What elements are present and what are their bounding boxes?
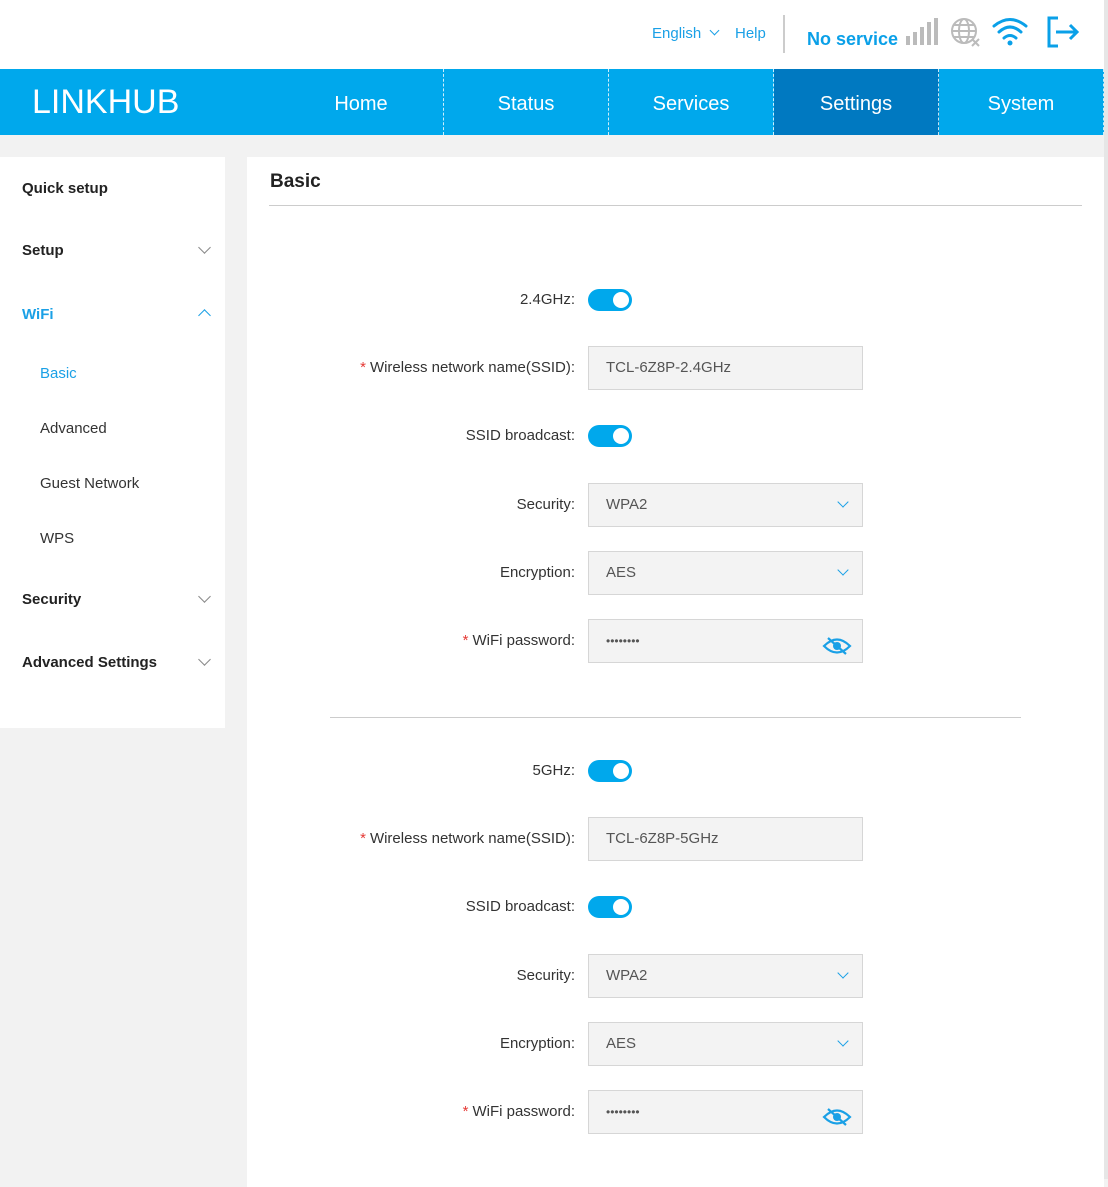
- nav-settings[interactable]: Settings: [774, 69, 939, 135]
- sidebar-item-guest-network[interactable]: Guest Network: [40, 475, 140, 492]
- encryption-label: Encryption:: [499, 1035, 575, 1052]
- divider: [269, 205, 1082, 206]
- ssid-broadcast-label: SSID broadcast:: [465, 898, 575, 915]
- sidebar-item-wps[interactable]: WPS: [40, 530, 75, 547]
- sidebar: Quick setup Setup WiFi Basic Advanced Gu…: [0, 157, 225, 728]
- ssid-input[interactable]: TCL-6Z8P-5GHz: [588, 817, 863, 861]
- chevron-down-icon: [198, 241, 211, 254]
- nav-status[interactable]: Status: [444, 69, 609, 135]
- chevron-up-icon: [198, 309, 211, 322]
- band-toggle[interactable]: [588, 760, 632, 782]
- security-select[interactable]: WPA2: [588, 954, 863, 998]
- content-panel: Basic 2.4GHz: * Wireless network name(SSI…: [247, 157, 1104, 1187]
- divider: [783, 15, 785, 53]
- eye-hidden-icon[interactable]: [822, 1102, 852, 1144]
- divider: [330, 717, 1021, 718]
- nav-home[interactable]: Home: [279, 69, 444, 135]
- sidebar-item-security[interactable]: Security: [22, 591, 82, 608]
- page-title: Basic: [270, 171, 321, 192]
- band-label: 5GHz:: [532, 762, 575, 779]
- encryption-select[interactable]: AES: [588, 551, 863, 595]
- encryption-select[interactable]: AES: [588, 1022, 863, 1066]
- ssid-label: * Wireless network name(SSID):: [360, 830, 575, 847]
- ssid-broadcast-label: SSID broadcast:: [465, 427, 575, 444]
- globe-disconnected-icon: [951, 18, 980, 47]
- password-label: * WiFi password:: [462, 632, 575, 649]
- nav-system[interactable]: System: [939, 69, 1104, 135]
- sidebar-item-wifi[interactable]: WiFi: [22, 306, 54, 323]
- chevron-down-icon: [709, 25, 720, 36]
- eye-hidden-icon[interactable]: [822, 631, 852, 673]
- band-section: 2.4GHz: * Wireless network name(SSID): TC…: [247, 289, 1104, 663]
- security-label: Security:: [516, 967, 575, 984]
- encryption-label: Encryption:: [499, 564, 575, 581]
- sidebar-item-setup[interactable]: Setup: [22, 242, 64, 259]
- chevron-down-icon: [837, 496, 849, 508]
- logo: LINKHUB: [32, 83, 180, 121]
- sidebar-item-basic[interactable]: Basic: [40, 365, 77, 382]
- chevron-down-icon: [837, 1035, 849, 1047]
- password-input[interactable]: ••••••••: [588, 1090, 863, 1134]
- security-select[interactable]: WPA2: [588, 483, 863, 527]
- band-toggle[interactable]: [588, 289, 632, 311]
- ssid-input[interactable]: TCL-6Z8P-2.4GHz: [588, 346, 863, 390]
- band-label: 2.4GHz:: [519, 291, 575, 308]
- ssid-broadcast-toggle[interactable]: [588, 896, 632, 918]
- chevron-down-icon: [198, 653, 211, 666]
- chevron-down-icon: [837, 967, 849, 979]
- band-section: 5GHz: * Wireless network name(SSID): TCL-…: [247, 760, 1104, 1134]
- sidebar-item-advanced[interactable]: Advanced: [40, 420, 107, 437]
- nav-services[interactable]: Services: [609, 69, 774, 135]
- signal-icon: [906, 18, 938, 45]
- scrollbar[interactable]: [1104, 0, 1108, 1179]
- language-select[interactable]: English: [652, 25, 720, 42]
- password-label: * WiFi password:: [462, 1103, 575, 1120]
- main-nav: LINKHUB Home Status Services Settings Sy…: [0, 69, 1104, 135]
- chevron-down-icon: [837, 564, 849, 576]
- top-bar: English Help No service: [0, 0, 1104, 69]
- logout-icon[interactable]: [1046, 16, 1080, 48]
- wifi-icon[interactable]: [991, 16, 1029, 46]
- ssid-label: * Wireless network name(SSID):: [360, 359, 575, 376]
- network-status: No service: [807, 29, 899, 49]
- sidebar-item-quick-setup[interactable]: Quick setup: [22, 180, 108, 197]
- chevron-down-icon: [198, 590, 211, 603]
- help-link[interactable]: Help: [735, 25, 766, 42]
- password-input[interactable]: ••••••••: [588, 619, 863, 663]
- language-label: English: [652, 25, 702, 42]
- ssid-broadcast-toggle[interactable]: [588, 425, 632, 447]
- security-label: Security:: [516, 496, 575, 513]
- sidebar-item-advanced-settings[interactable]: Advanced Settings: [22, 654, 158, 671]
